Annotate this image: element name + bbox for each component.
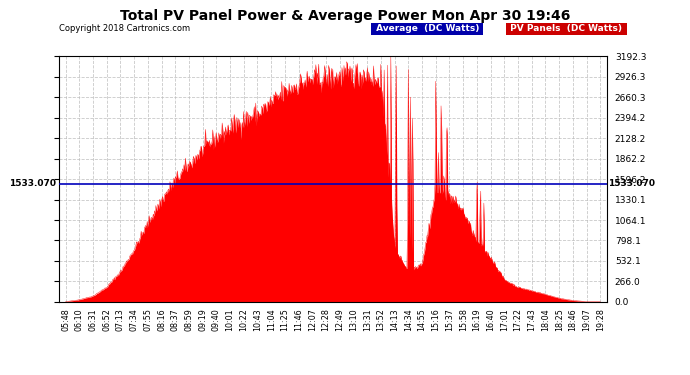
Text: Total PV Panel Power & Average Power Mon Apr 30 19:46: Total PV Panel Power & Average Power Mon…	[120, 9, 570, 23]
Text: 1533.070: 1533.070	[9, 179, 56, 188]
Text: Copyright 2018 Cartronics.com: Copyright 2018 Cartronics.com	[59, 24, 190, 33]
Text: Average  (DC Watts): Average (DC Watts)	[373, 24, 482, 33]
Text: PV Panels  (DC Watts): PV Panels (DC Watts)	[507, 24, 625, 33]
Text: 1533.070: 1533.070	[609, 179, 656, 188]
